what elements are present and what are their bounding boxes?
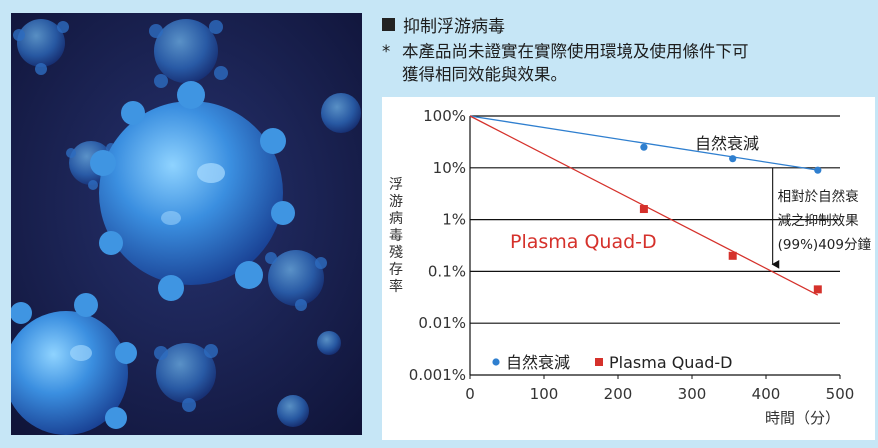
y-axis-label-char: 游 — [389, 194, 403, 210]
plasma-label: Plasma Quad-D — [510, 231, 657, 253]
natural-decay-label: 自然衰減 — [695, 134, 759, 153]
y-tick-label: 0.01% — [418, 314, 466, 332]
y-tick-label: 0.001% — [409, 366, 466, 384]
y-axis-label-char: 病 — [389, 211, 403, 227]
data-point-square — [728, 251, 737, 260]
y-axis-label-char: 存 — [389, 262, 403, 278]
x-tick-label: 0 — [465, 385, 475, 403]
virus-illustration — [11, 13, 362, 435]
data-point-circle — [729, 155, 737, 163]
data-point-circle — [814, 166, 822, 174]
y-tick-label: 10% — [433, 159, 466, 177]
info-panel: 抑制浮游病毒 * 本產品尚未證實在實際使用環境及使用條件下可 獲得相同效能與效果… — [382, 10, 875, 440]
legend-marker-circle — [492, 358, 500, 366]
y-axis-label-char: 毒 — [389, 228, 403, 244]
y-tick-label: 1% — [442, 211, 466, 229]
x-axis-label: 時間（分） — [765, 409, 840, 427]
survival-chart: 100% 10% 1% 0.1% 0.01% 0.001% 0 100 200 300 400 50… — [382, 97, 875, 440]
x-tick-label: 500 — [826, 385, 855, 403]
note-line-1: 本產品尚未證實在實際使用環境及使用條件下可 — [402, 42, 749, 61]
legend-marker-square — [595, 358, 603, 366]
y-tick-label: 100% — [423, 107, 466, 125]
data-point-circle — [640, 143, 648, 151]
virus-illustration-art — [11, 13, 362, 435]
chart-svg: 100% 10% 1% 0.1% 0.01% 0.001% 0 100 200 300 400 50… — [389, 107, 872, 427]
x-tick-label: 200 — [604, 385, 633, 403]
y-axis-label-char: 浮 — [389, 177, 403, 193]
legend: 自然衰減 Plasma Quad-D — [492, 353, 733, 372]
asterisk-mark: * — [382, 42, 391, 61]
y-tick-label: 0.1% — [428, 262, 466, 280]
data-point-square — [639, 205, 648, 214]
x-tick-label: 300 — [678, 385, 707, 403]
grid-lines — [470, 115, 840, 376]
legend-label-natural: 自然衰減 — [506, 353, 570, 372]
section-title: 抑制浮游病毒 — [403, 16, 505, 37]
note-line-2: 獲得相同效能與效果。 — [402, 65, 567, 84]
legend-label-plasma: Plasma Quad-D — [609, 353, 733, 372]
section-heading: 抑制浮游病毒 — [382, 12, 505, 37]
series-trend-line — [469, 115, 818, 171]
data-point-square — [813, 285, 822, 294]
reduction-annotation-line: (99%)409分鐘 — [778, 236, 872, 253]
black-square-icon — [382, 17, 395, 31]
x-tick-labels: 0 100 200 300 400 500 — [465, 385, 854, 403]
x-tick-label: 100 — [530, 385, 559, 403]
y-tick-labels: 100% 10% 1% 0.1% 0.01% 0.001% — [409, 107, 466, 384]
y-axis-label-char: 殘 — [389, 244, 403, 261]
axes — [469, 116, 841, 379]
disclaimer-note: * 本產品尚未證實在實際使用環境及使用條件下可 獲得相同效能與效果。 — [382, 40, 870, 86]
x-tick-label: 400 — [752, 385, 781, 403]
y-axis-label-char: 率 — [389, 278, 403, 295]
reduction-annotation-line: 減之抑制效果 — [778, 212, 859, 229]
reduction-annotation-line: 相對於自然衰 — [778, 188, 859, 205]
series-layer — [469, 115, 822, 296]
